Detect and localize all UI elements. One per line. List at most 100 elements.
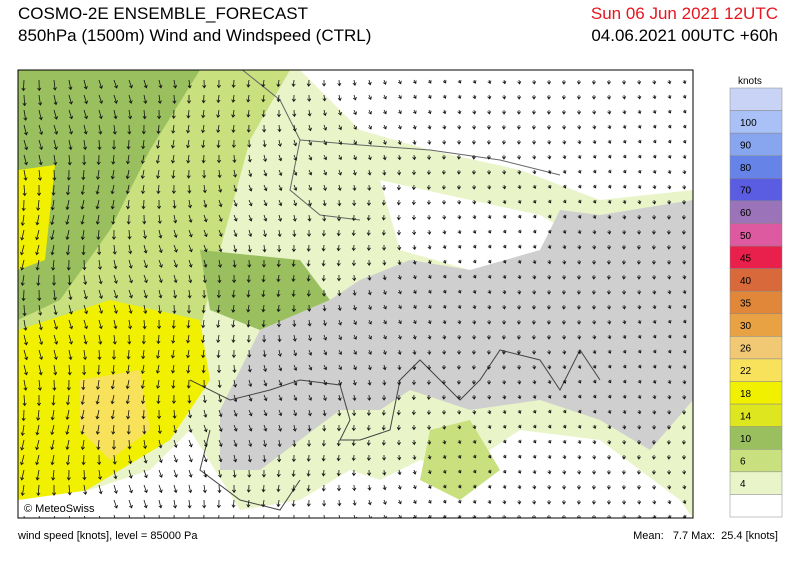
- wind-arrow: [113, 259, 118, 270]
- wind-arrow: [396, 229, 402, 236]
- wind-arrow: [97, 139, 102, 151]
- wind-arrow: [577, 469, 582, 475]
- wind-arrow: [143, 514, 146, 518]
- wind-arrow: [95, 379, 100, 390]
- wind-arrow: [532, 139, 537, 145]
- wind-arrow: [577, 439, 582, 445]
- wind-arrow: [233, 424, 238, 432]
- wind-arrow: [248, 379, 253, 388]
- wind-arrow: [353, 349, 357, 355]
- wind-arrow: [637, 319, 642, 325]
- wind-arrow: [502, 424, 507, 429]
- wind-arrow: [531, 109, 536, 115]
- wind-arrow: [502, 214, 507, 219]
- wind-arrow: [278, 154, 283, 162]
- wind-arrow: [547, 244, 552, 250]
- wind-arrow: [487, 319, 492, 325]
- wind-arrow: [66, 379, 71, 391]
- wind-arrow: [682, 394, 687, 400]
- wind-arrow: [322, 79, 327, 87]
- wind-arrow: [323, 154, 328, 161]
- wind-arrow: [367, 499, 372, 506]
- wind-arrow: [308, 169, 313, 176]
- wind-arrow: [113, 319, 118, 330]
- wind-arrow: [637, 334, 642, 339]
- wind-arrow: [368, 94, 372, 100]
- wind-arrow: [622, 304, 627, 310]
- wind-arrow: [158, 469, 163, 478]
- wind-arrow: [248, 184, 253, 192]
- wind-arrow: [622, 424, 627, 430]
- wind-arrow: [667, 349, 672, 354]
- wind-arrow: [141, 409, 146, 420]
- wind-arrow: [592, 334, 597, 340]
- wind-arrow: [142, 319, 147, 330]
- wind-arrow: [22, 184, 27, 197]
- field-yellow: [18, 165, 55, 270]
- wind-arrow: [442, 259, 447, 264]
- wind-arrow: [456, 379, 461, 385]
- wind-arrow: [110, 394, 115, 405]
- wind-arrow: [292, 124, 297, 132]
- wind-arrow: [23, 154, 28, 166]
- wind-arrow: [246, 319, 251, 328]
- border: [189, 349, 601, 441]
- wind-arrow: [667, 109, 672, 114]
- wind-arrow: [517, 379, 522, 385]
- wind-arrow: [171, 109, 176, 119]
- wind-arrow: [83, 319, 88, 330]
- wind-arrow: [368, 514, 372, 518]
- wind-arrow: [83, 349, 88, 361]
- wind-arrow: [20, 274, 25, 286]
- wind-arrow: [98, 79, 103, 90]
- wind-arrow: [37, 379, 42, 391]
- wind-arrow: [263, 394, 268, 402]
- wind-arrow: [67, 154, 72, 166]
- wind-arrow: [621, 244, 627, 250]
- wind-arrow: [80, 229, 85, 241]
- wind-arrow: [622, 379, 627, 384]
- wind-arrow: [246, 484, 251, 493]
- wind-arrow: [561, 94, 566, 100]
- wind-arrow: [607, 349, 612, 354]
- wind-arrow: [622, 289, 627, 295]
- wind-arrow: [143, 244, 148, 254]
- wind-arrow: [352, 484, 357, 492]
- wind-arrow: [682, 124, 687, 129]
- wind-arrow: [577, 154, 582, 160]
- wind-arrow: [366, 244, 371, 251]
- wind-arrow: [397, 499, 402, 505]
- wind-arrow: [306, 499, 311, 507]
- wind-arrow: [80, 199, 85, 210]
- wind-arrow: [66, 469, 71, 481]
- colorbar-swatch: [729, 223, 783, 247]
- wind-arrow: [278, 214, 283, 222]
- wind-arrow: [621, 259, 626, 265]
- wind-arrow: [607, 409, 612, 414]
- wind-arrow: [23, 124, 28, 136]
- wind-arrow: [203, 214, 208, 223]
- wind-arrow: [232, 484, 237, 494]
- wind-arrow: [411, 199, 416, 206]
- wind-arrow: [562, 184, 567, 189]
- wind-arrow: [412, 484, 417, 490]
- wind-arrow: [338, 334, 342, 341]
- wind-arrow: [188, 214, 193, 223]
- wind-arrow: [576, 514, 581, 518]
- wind-arrow: [427, 94, 432, 99]
- wind-arrow: [517, 514, 522, 518]
- wind-arrow: [233, 214, 238, 222]
- colorbar-label: 4: [740, 479, 746, 490]
- wind-arrow: [427, 109, 432, 115]
- wind-arrow: [607, 199, 612, 204]
- wind-arrow: [21, 409, 26, 422]
- wind-arrow: [547, 424, 552, 429]
- wind-arrow: [125, 364, 130, 375]
- wind-arrow: [383, 334, 387, 340]
- wind-arrow: [592, 409, 597, 414]
- wind-arrow: [442, 94, 447, 99]
- wind-arrow: [52, 379, 57, 391]
- wind-arrow: [247, 349, 252, 358]
- wind-arrow: [65, 229, 70, 241]
- wind-arrow: [442, 334, 447, 340]
